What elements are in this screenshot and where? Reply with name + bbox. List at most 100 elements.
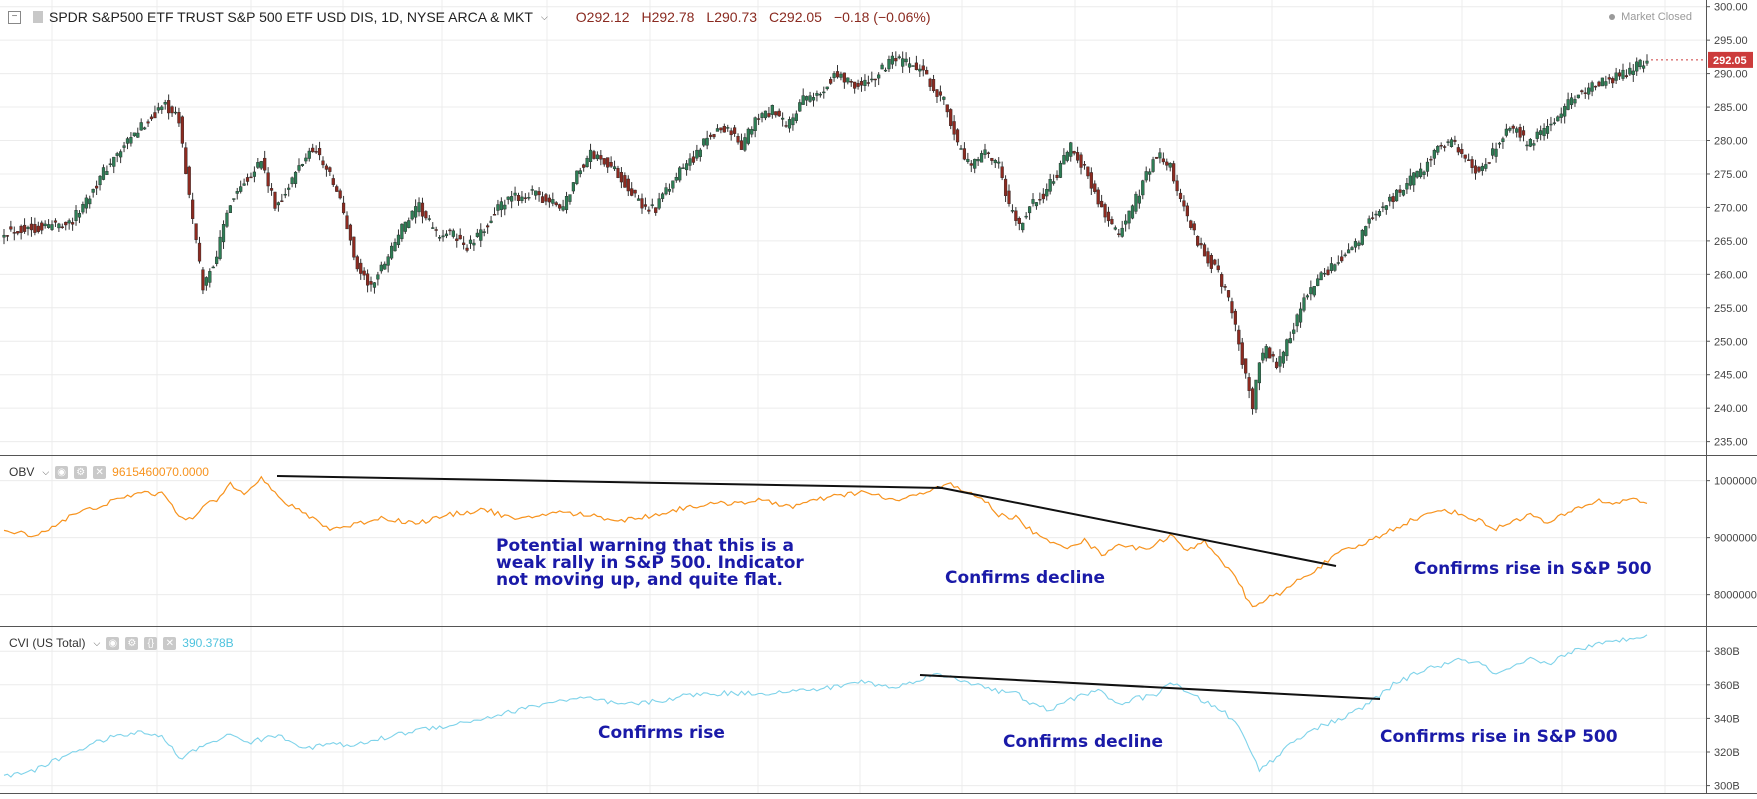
candle-body [1549, 123, 1553, 126]
candle-body [475, 232, 479, 237]
candle-body [1148, 171, 1152, 175]
candle-body [365, 273, 370, 286]
candle-body [1000, 166, 1004, 178]
candle-body [1199, 243, 1203, 246]
candle-body [503, 204, 507, 210]
candle-body [1158, 152, 1162, 159]
candle-body [50, 224, 54, 230]
cvi-name[interactable]: CVI (US Total) [9, 636, 86, 650]
candle-body [208, 271, 212, 283]
eye-icon[interactable]: ◉ [55, 465, 69, 479]
candle-body [1504, 128, 1508, 136]
candle-body [1206, 251, 1210, 264]
candle-body [431, 227, 435, 229]
candle-body [726, 127, 730, 129]
candle-body [407, 220, 411, 228]
candle-body [866, 82, 870, 84]
candle-body [1456, 147, 1460, 153]
candle-body [136, 132, 140, 138]
candle-body [1398, 189, 1402, 193]
candle-body [156, 107, 160, 111]
close-icon[interactable]: ✕ [163, 636, 177, 650]
price-badge-label: 292.05 [1713, 55, 1747, 67]
chevron-down-icon[interactable]: ⌵ [540, 11, 548, 22]
candle-body [1045, 189, 1049, 197]
obv-name[interactable]: OBV [9, 465, 35, 479]
candle-body [530, 189, 534, 191]
flag-icon[interactable] [33, 11, 43, 23]
axis-tick-label: 270.00 [1714, 202, 1748, 214]
candle-body [64, 221, 68, 226]
candle-body [1374, 213, 1378, 216]
candle-body [341, 202, 346, 214]
candle-body [74, 210, 78, 221]
candle-body [1539, 130, 1543, 135]
source-code-icon[interactable]: {} [144, 636, 158, 650]
candle-body [681, 167, 685, 169]
candle-body [1381, 206, 1385, 208]
chevron-down-icon[interactable]: ⌵ [93, 637, 101, 648]
candle-body [1357, 242, 1361, 246]
candle-body [304, 157, 308, 162]
candle-body [307, 150, 311, 159]
candle-body [1134, 193, 1138, 212]
candle-body [520, 196, 524, 201]
candle-body [1617, 72, 1622, 77]
candle-body [386, 256, 390, 266]
candle-body [575, 170, 579, 184]
candle-body [317, 148, 322, 156]
obv-legend: OBV ⌵ ◉ ⚙ ✕ 9615460070.0000 [9, 465, 209, 479]
candle-body [1467, 159, 1471, 161]
collapse-icon[interactable]: − [8, 10, 21, 24]
candle-body [1144, 171, 1148, 181]
candle-body [389, 245, 394, 259]
candle-body [1240, 342, 1244, 365]
candle-body [1388, 196, 1392, 202]
candle-body [671, 180, 675, 189]
candle-body [1329, 263, 1334, 271]
settings-icon[interactable]: ⚙ [125, 636, 139, 650]
candle-body [132, 132, 136, 137]
symbol-title[interactable]: SPDR S&P500 ETF TRUST S&P 500 ETF USD DI… [49, 9, 533, 25]
candle-body [1322, 272, 1327, 275]
candle-body [1590, 82, 1594, 92]
candle-body [1233, 310, 1237, 325]
candle-body [5, 235, 10, 237]
candle-body [705, 137, 709, 146]
candle-body [1364, 226, 1368, 236]
candle-body [969, 163, 973, 166]
candle-body [547, 197, 551, 203]
settings-icon[interactable]: ⚙ [74, 465, 88, 479]
candle-body [599, 155, 603, 160]
candle-body [1542, 128, 1546, 137]
candle-body [523, 197, 527, 199]
candle-body [1419, 168, 1423, 177]
chevron-down-icon[interactable]: ⌵ [42, 466, 50, 477]
candle-body [19, 225, 23, 233]
candle-body [643, 204, 648, 207]
candle-body [204, 277, 208, 286]
candle-body [221, 224, 226, 243]
candle-body [911, 65, 915, 67]
close-icon[interactable]: ✕ [93, 465, 107, 479]
candle-body [757, 118, 761, 120]
axis-tick-label: 260.00 [1714, 269, 1748, 281]
candle-body [1041, 193, 1045, 200]
candle-body [1237, 329, 1241, 345]
eye-icon[interactable]: ◉ [106, 636, 120, 650]
candle-body [1535, 131, 1539, 139]
axis-tick-label: 300.00 [1714, 2, 1748, 14]
candle-body [177, 112, 181, 124]
price-badge [1708, 51, 1753, 68]
axis-tick-label: 10000000000 [1714, 476, 1757, 488]
market-status-text: Market Closed [1621, 11, 1692, 23]
candle-body [1487, 162, 1491, 164]
annotation-cvi-rise-sp: Confirms rise in S&P 500 [1380, 727, 1618, 747]
axis-tick-label: 320B [1714, 747, 1740, 759]
candle-body [1604, 81, 1608, 86]
candle-body [119, 151, 123, 158]
candle-body [1645, 60, 1649, 64]
annotation-cvi-decline: Confirms decline [1003, 732, 1164, 752]
candle-body [1244, 358, 1248, 374]
candle-body [832, 73, 836, 79]
